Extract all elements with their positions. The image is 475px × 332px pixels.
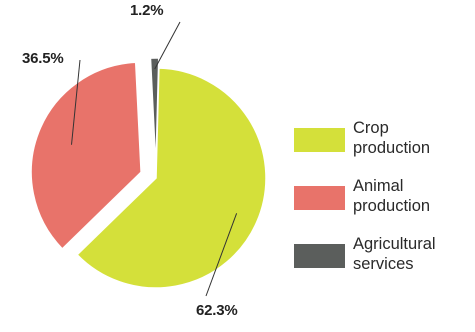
legend-swatch-agricultural-services <box>294 244 345 268</box>
pie-slice-animal-production <box>30 61 142 250</box>
legend-label-agricultural-services: Agricultural services <box>353 235 436 273</box>
leader-line-animal-production <box>71 59 81 145</box>
legend-item-animal-production: Animal production <box>294 176 472 234</box>
legend: Crop production Animal production Agricu… <box>294 118 472 292</box>
value-label-animal-production: 36.5% <box>22 50 64 67</box>
legend-swatch-animal-production <box>294 186 345 210</box>
value-label-crop-production: 62.3% <box>196 302 238 319</box>
legend-item-crop-production: Crop production <box>294 118 472 176</box>
pie-slice-crop-production <box>76 67 267 289</box>
pie-slice-agricultural-services <box>149 57 160 169</box>
leader-line-agricultural-services <box>154 21 181 70</box>
leader-line-crop-production <box>205 213 238 297</box>
value-label-agricultural-services: 1.2% <box>130 2 164 19</box>
legend-item-agricultural-services: Agricultural services <box>294 234 472 292</box>
legend-swatch-crop-production <box>294 128 345 152</box>
legend-label-animal-production: Animal production <box>353 177 431 215</box>
legend-label-crop-production: Crop production <box>353 119 431 157</box>
